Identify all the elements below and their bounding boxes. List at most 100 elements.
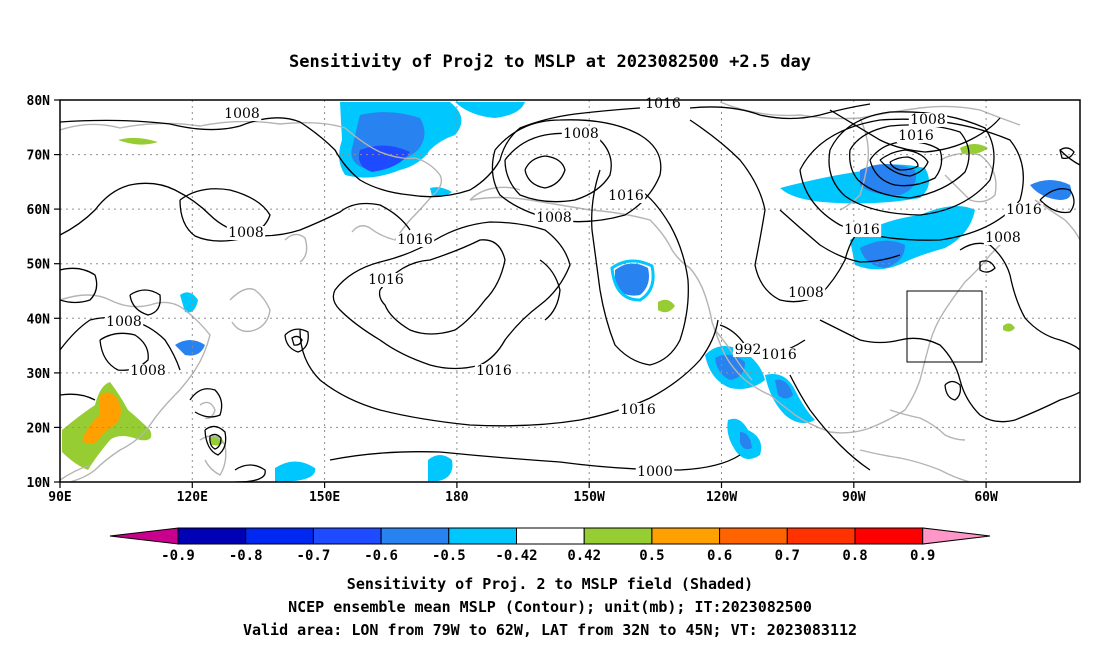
colorbar-box bbox=[854, 527, 924, 545]
colorbar-box bbox=[448, 527, 517, 545]
contour-pacific-small bbox=[539, 259, 561, 321]
contour-atlantic-small bbox=[944, 380, 962, 401]
contour-high-pacific-1 bbox=[332, 221, 571, 370]
lon-label-150w: 150W bbox=[574, 490, 605, 505]
contour-north-2 bbox=[689, 103, 871, 120]
contour-label: 1000 bbox=[637, 464, 673, 480]
shade-neg-central-pacific bbox=[428, 455, 453, 482]
shade-neg-philippine-sea bbox=[275, 461, 316, 482]
lon-label-90e: 90E bbox=[48, 490, 71, 505]
lat-label-60n: 60N bbox=[27, 203, 51, 218]
lat-label-10n: 10N bbox=[27, 476, 51, 491]
shade-neg-arctic-east bbox=[455, 102, 525, 118]
colorbar-box bbox=[719, 527, 788, 545]
contour-label: 1016 bbox=[476, 363, 512, 379]
map-frame bbox=[59, 99, 1081, 483]
colorbar-box bbox=[516, 527, 585, 545]
contour-low-pacific-north-2 bbox=[524, 155, 566, 189]
contour-label: 1008 bbox=[910, 112, 946, 128]
colorbar-box bbox=[651, 527, 721, 545]
contour-label: 1008 bbox=[788, 285, 824, 301]
caption-line-3: Valid area: LON from 79W to 62W, LAT fro… bbox=[243, 621, 857, 639]
coast-taiwan bbox=[199, 401, 216, 420]
contour-label: 1008 bbox=[536, 210, 572, 226]
contour-greenland-low-3 bbox=[889, 156, 919, 171]
contour-label-bg bbox=[983, 231, 1023, 245]
contour-label: 1016 bbox=[1006, 202, 1042, 218]
contour-greenland-ring-1 bbox=[829, 109, 1001, 153]
contour-typhoon-1 bbox=[204, 425, 227, 456]
shade-pos-siberia bbox=[118, 137, 158, 145]
contour-taiwan-low bbox=[189, 388, 223, 418]
contour-europe-1 bbox=[1059, 149, 1080, 166]
colorbar-label: -0.9 bbox=[161, 548, 195, 564]
contour-label-bg bbox=[759, 348, 799, 362]
axis-ticks bbox=[54, 99, 987, 488]
colorbar-label: -0.8 bbox=[229, 548, 263, 564]
contour-label-bg bbox=[534, 211, 574, 225]
coast-sakhalin bbox=[284, 233, 308, 263]
colorbar: -0.9 -0.8 -0.7 -0.6 -0.5 -0.42 0.42 0.5 0.6 0.7 0.… bbox=[109, 527, 991, 564]
contour-atlantic-north bbox=[1039, 188, 1075, 214]
contour-subtropical-1 bbox=[299, 319, 719, 427]
colorbar-box bbox=[245, 527, 314, 545]
contour-label: 1016 bbox=[608, 188, 644, 204]
lat-label-70n: 70N bbox=[27, 149, 51, 164]
contour-label-bg bbox=[618, 403, 658, 417]
colorbar-label: 0.9 bbox=[910, 548, 935, 564]
contour-south-asia bbox=[60, 393, 96, 401]
shade-neg-greenland-core bbox=[860, 164, 916, 196]
contour-label-bg bbox=[1004, 203, 1044, 217]
longitude-labels: 90E 120E 150E 180 150W 120W 90W 60W bbox=[48, 490, 998, 505]
latitude-labels: 80N 70N 60N 50N 40N 30N 20N 10N bbox=[27, 94, 51, 491]
shade-neg-bering bbox=[430, 187, 452, 197]
shade-pos-pacific bbox=[658, 299, 675, 313]
contour-greenland-ring-4 bbox=[799, 118, 1024, 241]
contour-label-bg bbox=[104, 315, 144, 329]
coast-hudson bbox=[839, 117, 870, 211]
colorbar-box bbox=[312, 527, 382, 545]
contour-label-bg bbox=[226, 226, 266, 240]
contour-label: 1016 bbox=[368, 272, 404, 288]
contour-label: 1016 bbox=[645, 96, 681, 112]
coast-west-north-america bbox=[711, 321, 906, 434]
contour-label: 1016 bbox=[898, 128, 934, 144]
lon-label-90w: 90W bbox=[842, 490, 866, 505]
contour-label-bg bbox=[733, 343, 763, 357]
shade-neg-arctic-core bbox=[358, 145, 410, 172]
lon-label-180: 180 bbox=[445, 490, 469, 505]
mslp-contours bbox=[60, 103, 1080, 482]
colorbar-label: 0.5 bbox=[639, 548, 664, 564]
contour-label: 1016 bbox=[620, 402, 656, 418]
contour-mexico-2 bbox=[789, 374, 871, 471]
shade-neg-japan-sea bbox=[180, 292, 198, 313]
caption: Sensitivity of Proj. 2 to MSLP field (Sh… bbox=[243, 575, 857, 639]
caption-line-2: NCEP ensemble mean MSLP (Contour); unit(… bbox=[288, 598, 812, 616]
coast-south-china bbox=[69, 394, 176, 482]
contour-atlantic-2 bbox=[819, 319, 1080, 423]
coast-europe bbox=[1034, 199, 1080, 241]
contour-japan-low-2 bbox=[291, 335, 303, 346]
colorbar-label: 0.7 bbox=[775, 548, 800, 564]
coast-philippines bbox=[199, 435, 227, 476]
contour-label-bg bbox=[908, 113, 948, 127]
contour-label: 1008 bbox=[106, 314, 142, 330]
coastlines bbox=[60, 101, 1080, 482]
lat-label-30n: 30N bbox=[27, 367, 51, 382]
shade-neg-mexico-core bbox=[775, 379, 793, 399]
caption-line-1: Sensitivity of Proj. 2 to MSLP field (Sh… bbox=[347, 575, 753, 593]
contour-label: 1008 bbox=[228, 225, 264, 241]
coast-japan bbox=[229, 288, 271, 333]
contour-label-bg bbox=[561, 127, 601, 141]
coast-baja bbox=[714, 329, 753, 381]
contour-north-1 bbox=[60, 107, 641, 198]
contour-greenland-ring-2 bbox=[849, 124, 970, 199]
contour-label: 1008 bbox=[130, 363, 166, 379]
contour-gulf-alaska bbox=[591, 169, 689, 366]
contour-label: 1008 bbox=[985, 230, 1021, 246]
colorbar-label: 0.42 bbox=[567, 548, 601, 564]
shade-neg-east-china-sea bbox=[175, 340, 205, 356]
shade-pos-southeast-asia-core bbox=[82, 392, 121, 444]
